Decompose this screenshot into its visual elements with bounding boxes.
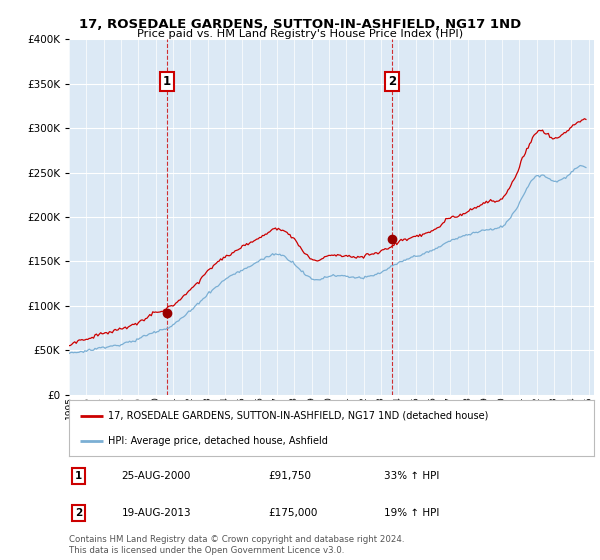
Text: £91,750: £91,750: [269, 472, 311, 482]
Text: 17, ROSEDALE GARDENS, SUTTON-IN-ASHFIELD, NG17 1ND: 17, ROSEDALE GARDENS, SUTTON-IN-ASHFIELD…: [79, 18, 521, 31]
Text: HPI: Average price, detached house, Ashfield: HPI: Average price, detached house, Ashf…: [109, 436, 328, 446]
Text: Contains HM Land Registry data © Crown copyright and database right 2024.
This d: Contains HM Land Registry data © Crown c…: [69, 535, 404, 555]
Text: 25-AUG-2000: 25-AUG-2000: [121, 472, 191, 482]
Text: 17, ROSEDALE GARDENS, SUTTON-IN-ASHFIELD, NG17 1ND (detached house): 17, ROSEDALE GARDENS, SUTTON-IN-ASHFIELD…: [109, 410, 489, 421]
Text: 2: 2: [75, 508, 82, 518]
Text: £175,000: £175,000: [269, 508, 318, 518]
Text: 19% ↑ HPI: 19% ↑ HPI: [384, 508, 439, 518]
Text: Price paid vs. HM Land Registry's House Price Index (HPI): Price paid vs. HM Land Registry's House …: [137, 29, 463, 39]
Text: 33% ↑ HPI: 33% ↑ HPI: [384, 472, 439, 482]
Text: 1: 1: [75, 472, 82, 482]
Text: 19-AUG-2013: 19-AUG-2013: [121, 508, 191, 518]
Text: 2: 2: [388, 76, 396, 88]
Text: 1: 1: [163, 76, 171, 88]
